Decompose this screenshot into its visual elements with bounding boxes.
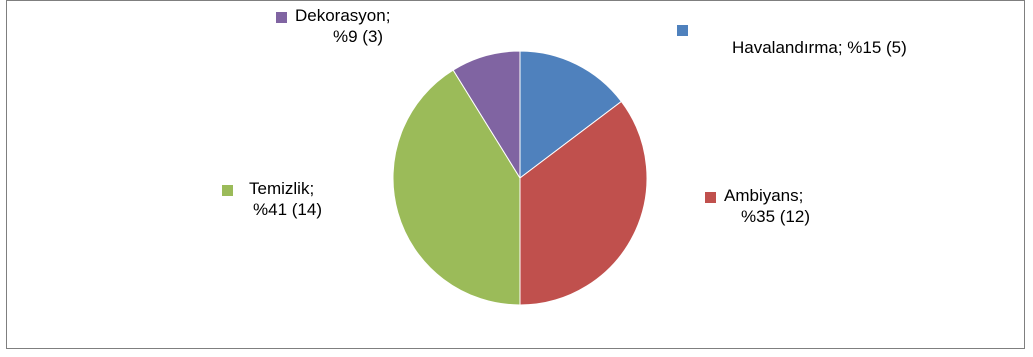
- pie-slice-dekorasyon: [452, 50, 521, 180]
- data-label-ambiyans-line2: %35 (12): [741, 207, 810, 226]
- data-label-havalandirma-line1: Havalandırma; %15 (5): [732, 38, 907, 57]
- legend-swatch-havalandirma: [677, 25, 688, 36]
- data-label-temizlik: Temizlik; %41 (14): [249, 178, 322, 220]
- data-label-temizlik-line1: Temizlik;: [249, 179, 315, 198]
- data-label-ambiyans-line1: Ambiyans;: [724, 186, 804, 205]
- pie-slice-temizlik: [392, 69, 521, 306]
- data-label-temizlik-line2: %41 (14): [253, 200, 322, 219]
- legend-swatch-ambiyans: [705, 192, 716, 203]
- data-label-ambiyans: Ambiyans; %35 (12): [724, 185, 810, 227]
- pie-slice-havalandirma: [519, 50, 623, 180]
- legend-swatch-temizlik: [222, 185, 233, 196]
- legend-swatch-dekorasyon: [276, 12, 287, 23]
- data-label-dekorasyon-line2: %9 (3): [333, 27, 384, 46]
- data-label-dekorasyon: Dekorasyon; %9 (3): [295, 5, 390, 47]
- pie-slice-ambiyans: [519, 100, 648, 306]
- data-label-havalandirma: Havalandırma; %15 (5): [732, 37, 907, 58]
- data-label-dekorasyon-line1: Dekorasyon;: [295, 6, 391, 25]
